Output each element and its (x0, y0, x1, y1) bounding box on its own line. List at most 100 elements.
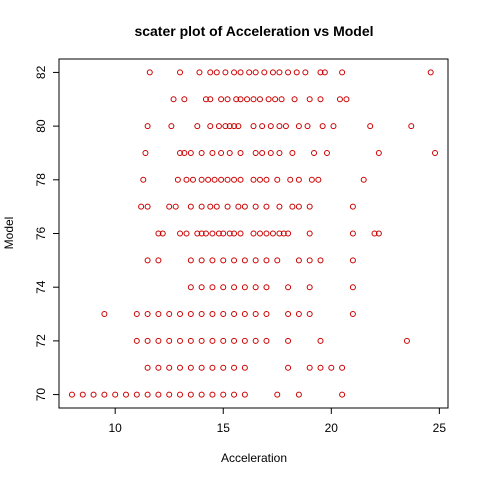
data-point (144, 311, 151, 318)
data-point (250, 230, 257, 237)
data-point (323, 149, 330, 156)
data-point (244, 96, 251, 103)
data-point (112, 391, 119, 398)
data-point (306, 284, 313, 291)
data-point (155, 257, 162, 264)
data-point (285, 69, 292, 76)
data-point (187, 364, 194, 371)
data-point (295, 311, 302, 318)
data-point (155, 391, 162, 398)
data-point (209, 364, 216, 371)
data-point (166, 203, 173, 210)
x-tick-label: 20 (325, 421, 339, 435)
data-point (224, 96, 231, 103)
data-point (177, 230, 184, 237)
y-tick-label: 70 (34, 388, 48, 402)
data-point (177, 364, 184, 371)
data-point (155, 364, 162, 371)
data-point (187, 337, 194, 344)
data-point (241, 311, 248, 318)
data-point (295, 123, 302, 130)
data-point (181, 149, 188, 156)
data-point (269, 230, 276, 237)
data-point (166, 337, 173, 344)
data-point (166, 311, 173, 318)
data-point (174, 176, 181, 183)
data-point (194, 230, 201, 237)
data-point (218, 149, 225, 156)
data-point (349, 230, 356, 237)
data-point (280, 230, 287, 237)
data-point (371, 230, 378, 237)
data-point (231, 311, 238, 318)
data-point (256, 96, 263, 103)
data-point (302, 69, 309, 76)
data-point (267, 149, 274, 156)
data-point (276, 230, 283, 237)
data-point (241, 337, 248, 344)
y-tick-label: 72 (34, 334, 48, 348)
data-point (209, 311, 216, 318)
data-point (220, 364, 227, 371)
data-point (198, 230, 205, 237)
data-point (183, 230, 190, 237)
data-point (187, 284, 194, 291)
data-point (276, 123, 283, 130)
data-point (304, 123, 311, 130)
data-point (222, 69, 229, 76)
x-axis: 10 15 20 25 (109, 408, 447, 435)
data-point (306, 203, 313, 210)
data-point (259, 123, 266, 130)
data-point (231, 176, 238, 183)
x-tick-label: 25 (433, 421, 447, 435)
data-point (177, 149, 184, 156)
data-point (155, 311, 162, 318)
data-point (252, 203, 259, 210)
data-point (159, 230, 166, 237)
data-point (306, 364, 313, 371)
data-point (293, 69, 300, 76)
data-point (222, 123, 229, 130)
data-point (289, 149, 296, 156)
data-point (224, 176, 231, 183)
data-point (263, 337, 270, 344)
data-point (220, 311, 227, 318)
data-point (177, 69, 184, 76)
data-point (259, 149, 266, 156)
data-point (317, 364, 324, 371)
data-point (202, 230, 209, 237)
data-point (101, 391, 108, 398)
data-point (198, 203, 205, 210)
data-point (349, 203, 356, 210)
data-point (285, 284, 292, 291)
data-point (282, 123, 289, 130)
data-point (252, 149, 259, 156)
data-point (79, 391, 86, 398)
data-point (205, 176, 212, 183)
data-point (295, 203, 302, 210)
data-point (339, 364, 346, 371)
data-point (213, 69, 220, 76)
x-axis-label: Acceleration (221, 451, 287, 465)
data-point (375, 149, 382, 156)
data-point (144, 391, 151, 398)
data-point (144, 123, 151, 130)
data-point (166, 364, 173, 371)
data-point (263, 230, 270, 237)
data-point (220, 284, 227, 291)
data-point (215, 230, 222, 237)
data-point (198, 311, 205, 318)
data-point (306, 96, 313, 103)
data-point (133, 391, 140, 398)
data-point (90, 391, 97, 398)
data-point (231, 337, 238, 344)
data-point (241, 391, 248, 398)
data-point (237, 176, 244, 183)
data-point (68, 391, 75, 398)
data-point (231, 284, 238, 291)
data-point (291, 96, 298, 103)
data-point (427, 69, 434, 76)
data-point (317, 69, 324, 76)
data-point (133, 311, 140, 318)
data-point (403, 337, 410, 344)
